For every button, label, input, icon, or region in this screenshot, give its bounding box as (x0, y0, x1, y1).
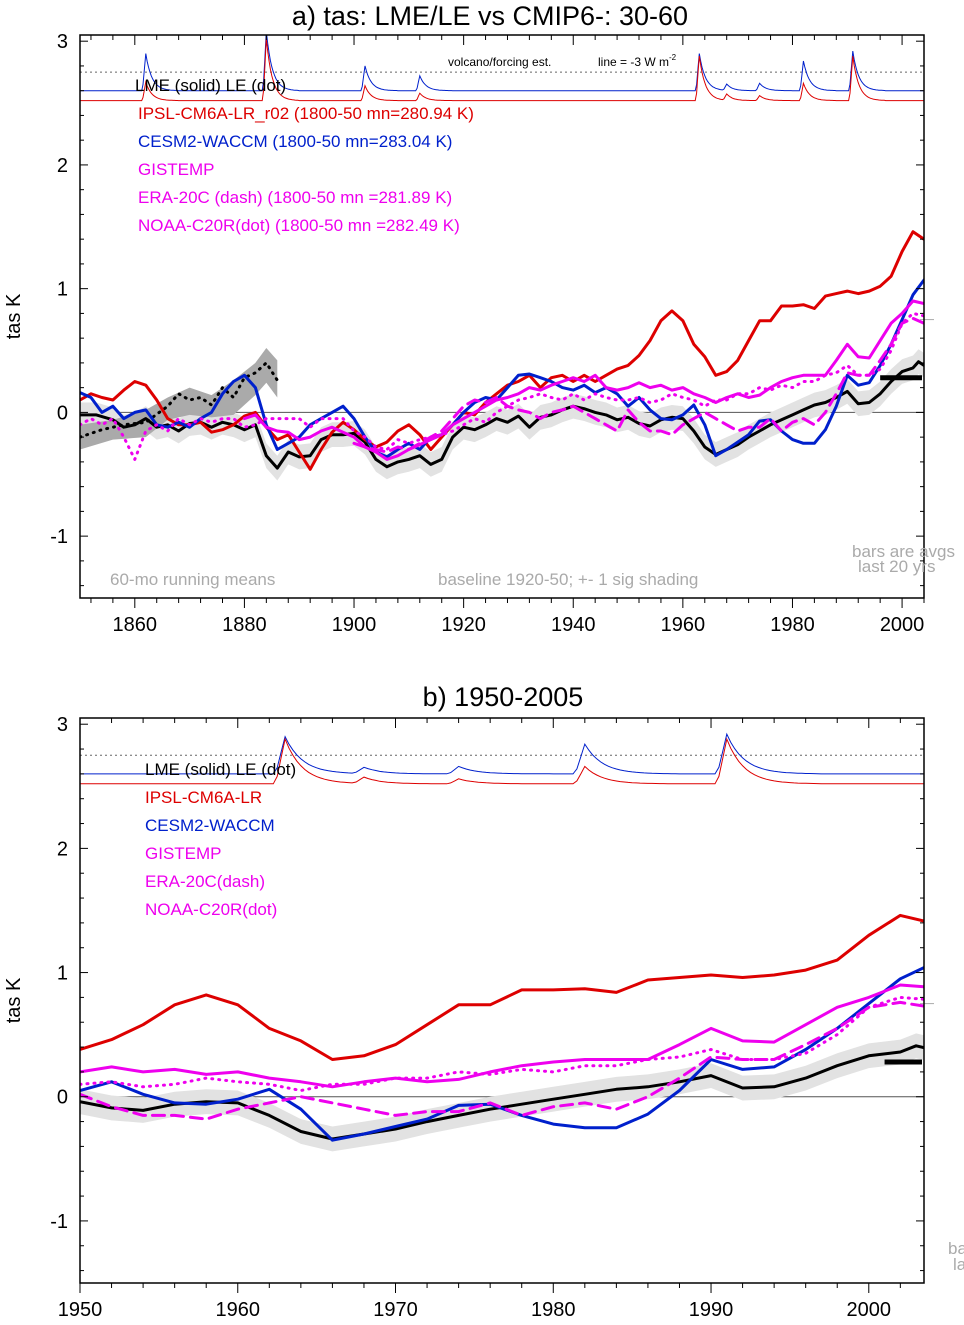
panel-b-series-era-20c (80, 1000, 924, 1121)
panel-b-xtick-label: 1990 (689, 1299, 734, 1321)
panel-a-annotation-line: line = -3 W m-2 (598, 53, 677, 69)
panel-b-annotation-bars-1: ba (948, 1239, 964, 1258)
panel-b-ytick-label: -1 (50, 1211, 68, 1233)
panel-a-title: a) tas: LME/LE vs CMIP6-: 30-60 (292, 1, 688, 31)
panel-a-xtick-label: 1900 (332, 614, 377, 636)
panel-b-xtick-label: 1980 (531, 1299, 576, 1321)
panel-a-ytick-label: 3 (57, 31, 68, 53)
panel-a-xtick-label: 1920 (441, 614, 486, 636)
panel-a-xtick-label: 1860 (113, 614, 158, 636)
panel-b-xtick-label: 1960 (216, 1299, 261, 1321)
panel-b-legend-0: LME (solid) LE (dot) (145, 760, 296, 779)
panel-a-xtick-label: 2000 (880, 614, 925, 636)
panel-a-annotation-bars-2: last 20 yrs (858, 557, 935, 576)
panel-a-forcing-ipsl (80, 38, 924, 102)
panel-a-forcing-cesm (80, 35, 924, 92)
panel-a-ylabel: tas K (3, 293, 25, 339)
panel-b-forcing-cesm (80, 732, 924, 775)
panel-a-series-noaa-c20r (80, 311, 924, 461)
panel-b-ylabel: tas K (3, 977, 25, 1023)
panel-b-ytick-label: 1 (57, 963, 68, 985)
panel-a-annotation-bars-1: bars are avgs (852, 542, 955, 561)
panel-a-xtick-label: 1880 (222, 614, 267, 636)
panel-b-annotation-bars-2: la (953, 1255, 964, 1274)
panel-a-legend-1: IPSL-CM6A-LR_r02 (1800-50 mn=280.94 K) (138, 104, 474, 123)
panel-a-plot-area (80, 35, 924, 481)
panel-a-ytick-label: 2 (57, 155, 68, 177)
panel-a-series-era-20c (352, 316, 924, 454)
panel-b-lme-shading (80, 1033, 924, 1152)
panel-b-plot-area (80, 732, 924, 1152)
panel-a-annotation-forcing: volcano/forcing est. (448, 55, 551, 69)
panel-b-legend-5: NOAA-C20R(dot) (145, 900, 277, 919)
panel-b-frame (79, 717, 925, 1284)
panel-a-annotation-baseline: baseline 1920-50; +- 1 sig shading (438, 570, 698, 589)
panel-b-series-lme (80, 1044, 924, 1141)
panel-b-series-ipsl-cm6a-lr (80, 913, 924, 1061)
panel-a-series-cesm2-waccm (80, 278, 924, 459)
panel-a-xtick-label: 1940 (551, 614, 596, 636)
panel-b: 3 2 1 0 -1 1950 1960 1970 1980 1990 2000 tas K LME (… (3, 714, 934, 1321)
panel-b-title: b) 1950-2005 (423, 682, 584, 712)
panel-a-annotation-running-means: 60-mo running means (110, 570, 275, 589)
panel-a-series-gistemp (242, 299, 924, 461)
panel-b-series-gistemp (80, 983, 924, 1089)
panel-a-series-le (80, 361, 279, 439)
panel-a-legend-5: NOAA-C20R(dot) (1800-50 mn =282.49 K) (138, 216, 460, 235)
panel-a: 3 2 1 0 -1 1860 1880 1900 1920 1940 1960 1980 2000 ta… (3, 31, 934, 636)
panel-b-legend-3: GISTEMP (145, 844, 222, 863)
panel-b-legend-1: IPSL-CM6A-LR (145, 788, 262, 807)
panel-a-series-ipsl-cm6a-lr (80, 230, 924, 471)
panel-a-legend-3: GISTEMP (138, 160, 215, 179)
panel-b-ytick-label: 0 (57, 1087, 68, 1109)
panel-a-frame (79, 34, 925, 599)
panel-b-xtick-label: 1950 (58, 1299, 103, 1321)
panel-a-legend-0: LME (solid) LE (dot) (135, 76, 286, 95)
panel-a-legend-2: CESM2-WACCM (1800-50 mn=283.04 K) (138, 132, 452, 151)
panel-a-ytick-label: 1 (57, 279, 68, 301)
panel-b-xtick-label: 1970 (373, 1299, 418, 1321)
panel-a-legend-4: ERA-20C (dash) (1800-50 mn =281.89 K) (138, 188, 452, 207)
panel-a-ytick-label: -1 (50, 526, 68, 548)
panel-a-xtick-label: 1980 (770, 614, 815, 636)
panel-b-xtick-label: 2000 (847, 1299, 892, 1321)
panel-a-ytick-label: 0 (57, 402, 68, 424)
panel-b-legend-4: ERA-20C(dash) (145, 872, 265, 891)
panel-b-legend-2: CESM2-WACCM (145, 816, 275, 835)
panel-a-xtick-label: 1960 (661, 614, 706, 636)
panel-b-forcing-ipsl (80, 737, 924, 785)
panel-b-ytick-label: 2 (57, 838, 68, 860)
panel-b-ytick-label: 3 (57, 714, 68, 736)
